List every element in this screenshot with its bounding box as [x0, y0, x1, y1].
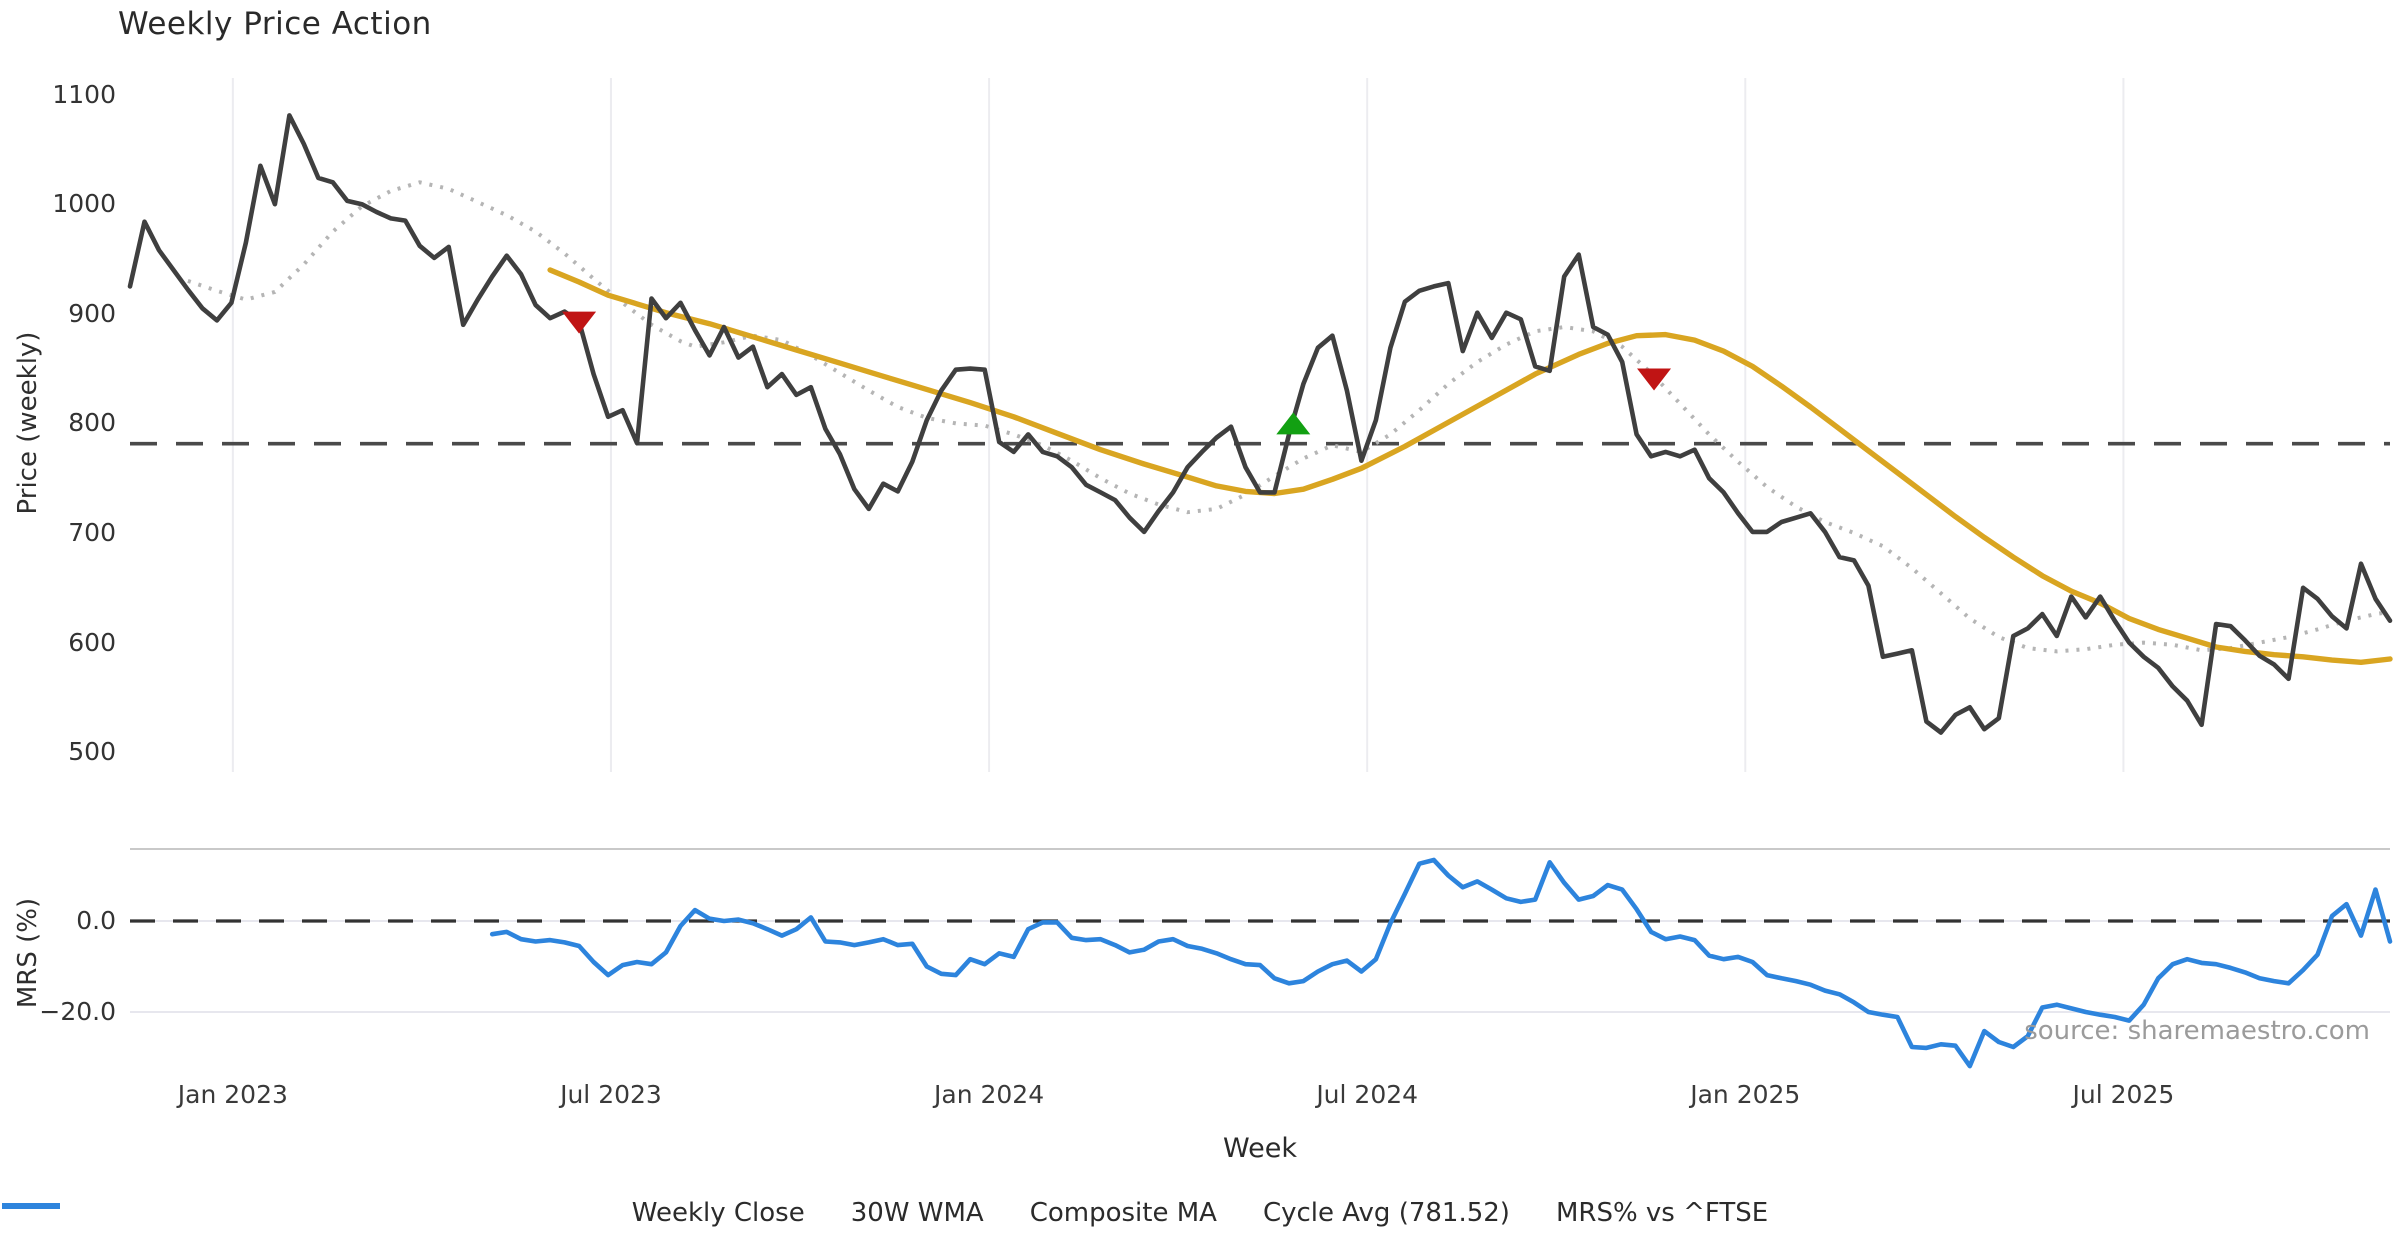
x-tick-label: Jul 2023	[560, 1080, 662, 1109]
composite-ma-line	[187, 180, 2391, 654]
price-tick-label: 600	[68, 627, 116, 657]
legend-swatch-solid-line	[2, 1203, 60, 1209]
sell-signal-marker	[562, 311, 597, 334]
source-credit: source: sharemaestro.com	[2024, 1016, 2370, 1046]
legend-label: Weekly Close	[631, 1198, 805, 1228]
legend-label: MRS% vs ^FTSE	[1555, 1198, 1769, 1228]
mrs-line	[489, 857, 2393, 1069]
wma-30w-line	[547, 267, 2393, 665]
weekly-close-line	[127, 113, 2393, 735]
x-tick-label: Jan 2023	[177, 1080, 288, 1109]
sell-signal-marker	[1637, 368, 1672, 391]
x-tick-label: Jan 2024	[934, 1080, 1045, 1109]
mrs-tick-label: −20.0	[39, 997, 116, 1026]
price-tick-label: 1000	[52, 189, 116, 219]
chart-legend: Weekly Close 30W WMA Composite MA Cycle Avg…	[0, 1198, 2400, 1228]
price-tick-label: 900	[68, 298, 116, 328]
price-tick-label: 500	[68, 737, 116, 767]
price-tick-label: 700	[68, 518, 116, 547]
x-tick-label: Jan 2025	[1690, 1080, 1801, 1109]
x-axis-label: Week	[1223, 1133, 1297, 1164]
chart-title: Weekly Price Action	[118, 6, 432, 42]
price-tick-label: 1100	[52, 79, 116, 109]
legend-item: Cycle Avg (781.52)	[2, 1198, 1510, 1228]
legend-item: Weekly Close	[2, 1198, 805, 1228]
legend-label: Composite MA	[1029, 1198, 1217, 1228]
legend-label: 30W WMA	[850, 1198, 984, 1228]
legend-item: Composite MA	[2, 1198, 1217, 1228]
buy-signal-marker	[1276, 412, 1311, 435]
legend-item: MRS% vs ^FTSE	[2, 1198, 1769, 1228]
mrs-axis-label: MRS (%)	[13, 897, 43, 1009]
x-tick-label: Jul 2024	[1316, 1080, 1419, 1109]
legend-item: 30W WMA	[2, 1198, 984, 1228]
x-tick-label: Jul 2025	[2072, 1080, 2175, 1109]
price-tick-label: 800	[68, 408, 116, 438]
legend-label: Cycle Avg (781.52)	[1262, 1198, 1510, 1228]
mrs-tick-label: 0.0	[76, 906, 116, 935]
